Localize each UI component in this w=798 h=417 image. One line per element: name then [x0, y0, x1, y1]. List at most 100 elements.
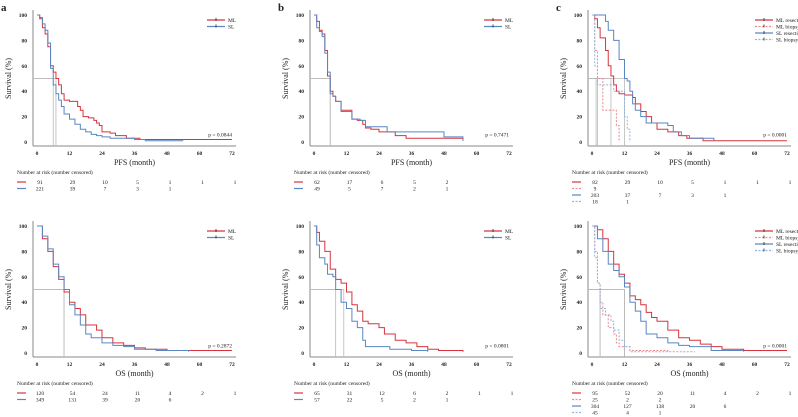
x-tick-label: 12 [622, 151, 628, 157]
y-tick-label: 60 [299, 275, 305, 281]
x-tick-label: 48 [719, 362, 725, 368]
risk-count: 2 [446, 391, 449, 397]
risk-count: 2 [413, 187, 416, 193]
x-tick-label: 48 [441, 362, 447, 368]
risk-count: 5 [348, 187, 351, 193]
p-value: p = 0.0801 [485, 344, 509, 350]
y-axis-label: Survival (%) [4, 58, 13, 99]
legend-label: ML [228, 18, 237, 24]
x-tick-label: 48 [719, 151, 725, 157]
risk-count: 2 [413, 398, 416, 404]
risk-count: 10 [657, 180, 663, 186]
km-curve-sl-biopsy [592, 225, 695, 353]
legend-label: SL resection [776, 31, 798, 37]
risk-count: 1 [169, 187, 172, 193]
legend-label: ML [228, 229, 237, 235]
risk-count: 24 [102, 391, 108, 397]
km-curve-sl [37, 225, 190, 352]
risk-count: 39 [70, 187, 76, 193]
km-curve-ml-biopsy [592, 14, 620, 142]
risk-count: 29 [70, 180, 76, 186]
y-tick-label: 80 [577, 38, 583, 44]
risk-count: 2 [756, 391, 759, 397]
x-tick-label: 12 [622, 362, 628, 368]
risk-count: 4 [169, 391, 172, 397]
risk-count: 82 [592, 180, 598, 186]
x-tick-label: 72 [229, 362, 235, 368]
legend-label: ML resection [776, 229, 798, 235]
risk-count: 25 [592, 398, 598, 404]
risk-count: 95 [592, 391, 598, 397]
risk-count: 11 [135, 391, 141, 397]
risk-count: 127 [623, 404, 632, 410]
risk-count: 1 [724, 193, 727, 199]
km-curve-ml [314, 14, 464, 141]
x-axis-label: PFS (month) [669, 158, 710, 167]
legend-label: ML [505, 18, 514, 24]
risk-count: 1 [659, 411, 662, 417]
risk-table-title: Number at risk (number censored) [572, 169, 648, 176]
risk-count: 3 [136, 187, 139, 193]
legend-label: ML [505, 229, 514, 235]
risk-table-title: Number at risk (number censored) [572, 380, 648, 387]
p-value: p = 0.2872 [208, 344, 232, 350]
x-axis-label: OS (month) [116, 369, 154, 378]
risk-count: 2 [201, 391, 204, 397]
panel-c-pfs: c 0 20 40 60 80 100 0 12 24 36 48 60 72 Survival (%) PF… [555, 0, 798, 206]
x-tick-label: 24 [99, 362, 105, 368]
y-tick-label: 100 [296, 13, 305, 19]
x-tick-label: 0 [591, 151, 594, 157]
legend-label: SL [228, 25, 235, 31]
risk-count: 22 [347, 398, 353, 404]
km-curve-sl-biopsy [592, 14, 631, 142]
median-line [310, 78, 331, 146]
x-tick-label: 60 [474, 362, 480, 368]
risk-count: 7 [381, 187, 384, 193]
x-tick-label: 0 [36, 151, 39, 157]
risk-count: 1 [446, 398, 449, 404]
risk-count: 1 [789, 180, 792, 186]
y-tick-label: 20 [577, 326, 583, 332]
median-line [33, 289, 65, 357]
risk-count: 1 [478, 391, 481, 397]
y-axis-label: Survival (%) [559, 269, 568, 310]
risk-count: 349 [36, 398, 45, 404]
risk-count: 2 [626, 398, 629, 404]
km-curve-sl [37, 14, 184, 142]
legend-label: ML biopsy [776, 25, 798, 31]
risk-table-title: Number at risk (number censored) [17, 380, 93, 387]
risk-count: 7 [659, 193, 662, 199]
panel-label: c [556, 2, 561, 14]
y-tick-label: 20 [22, 326, 28, 332]
risk-count: 20 [690, 404, 696, 410]
panel-c-os: 0 20 40 60 80 100 0 12 24 36 48 60 72 Survival (%) OS … [555, 211, 798, 417]
median-line [588, 289, 601, 357]
x-tick-label: 60 [197, 362, 203, 368]
y-tick-label: 40 [577, 300, 583, 306]
y-tick-label: 100 [19, 224, 28, 230]
y-tick-label: 60 [577, 64, 583, 70]
legend-label: SL resection [776, 242, 798, 248]
y-tick-label: 100 [574, 13, 583, 19]
risk-count: 5 [136, 180, 139, 186]
risk-count: 39 [102, 398, 108, 404]
panel-label: a [1, 2, 7, 14]
x-tick-label: 24 [99, 151, 105, 157]
km-chart-c-pfs: c 0 20 40 60 80 100 0 12 24 36 48 60 72 Survival (%) PF… [556, 2, 798, 206]
risk-count: 4 [626, 411, 629, 417]
x-tick-label: 72 [506, 362, 512, 368]
risk-count: 29 [625, 180, 631, 186]
legend-label: SL [228, 236, 235, 242]
risk-count: 57 [314, 398, 320, 404]
x-tick-label: 48 [441, 151, 447, 157]
x-tick-label: 72 [506, 151, 512, 157]
x-tick-label: 36 [409, 151, 415, 157]
median-line [33, 78, 54, 146]
risk-count: 120 [36, 391, 45, 397]
risk-count: 20 [135, 398, 141, 404]
median-line [310, 289, 345, 357]
y-tick-label: 80 [22, 249, 28, 255]
y-tick-label: 40 [22, 300, 28, 306]
x-tick-label: 24 [654, 362, 660, 368]
risk-count: 52 [625, 391, 631, 397]
